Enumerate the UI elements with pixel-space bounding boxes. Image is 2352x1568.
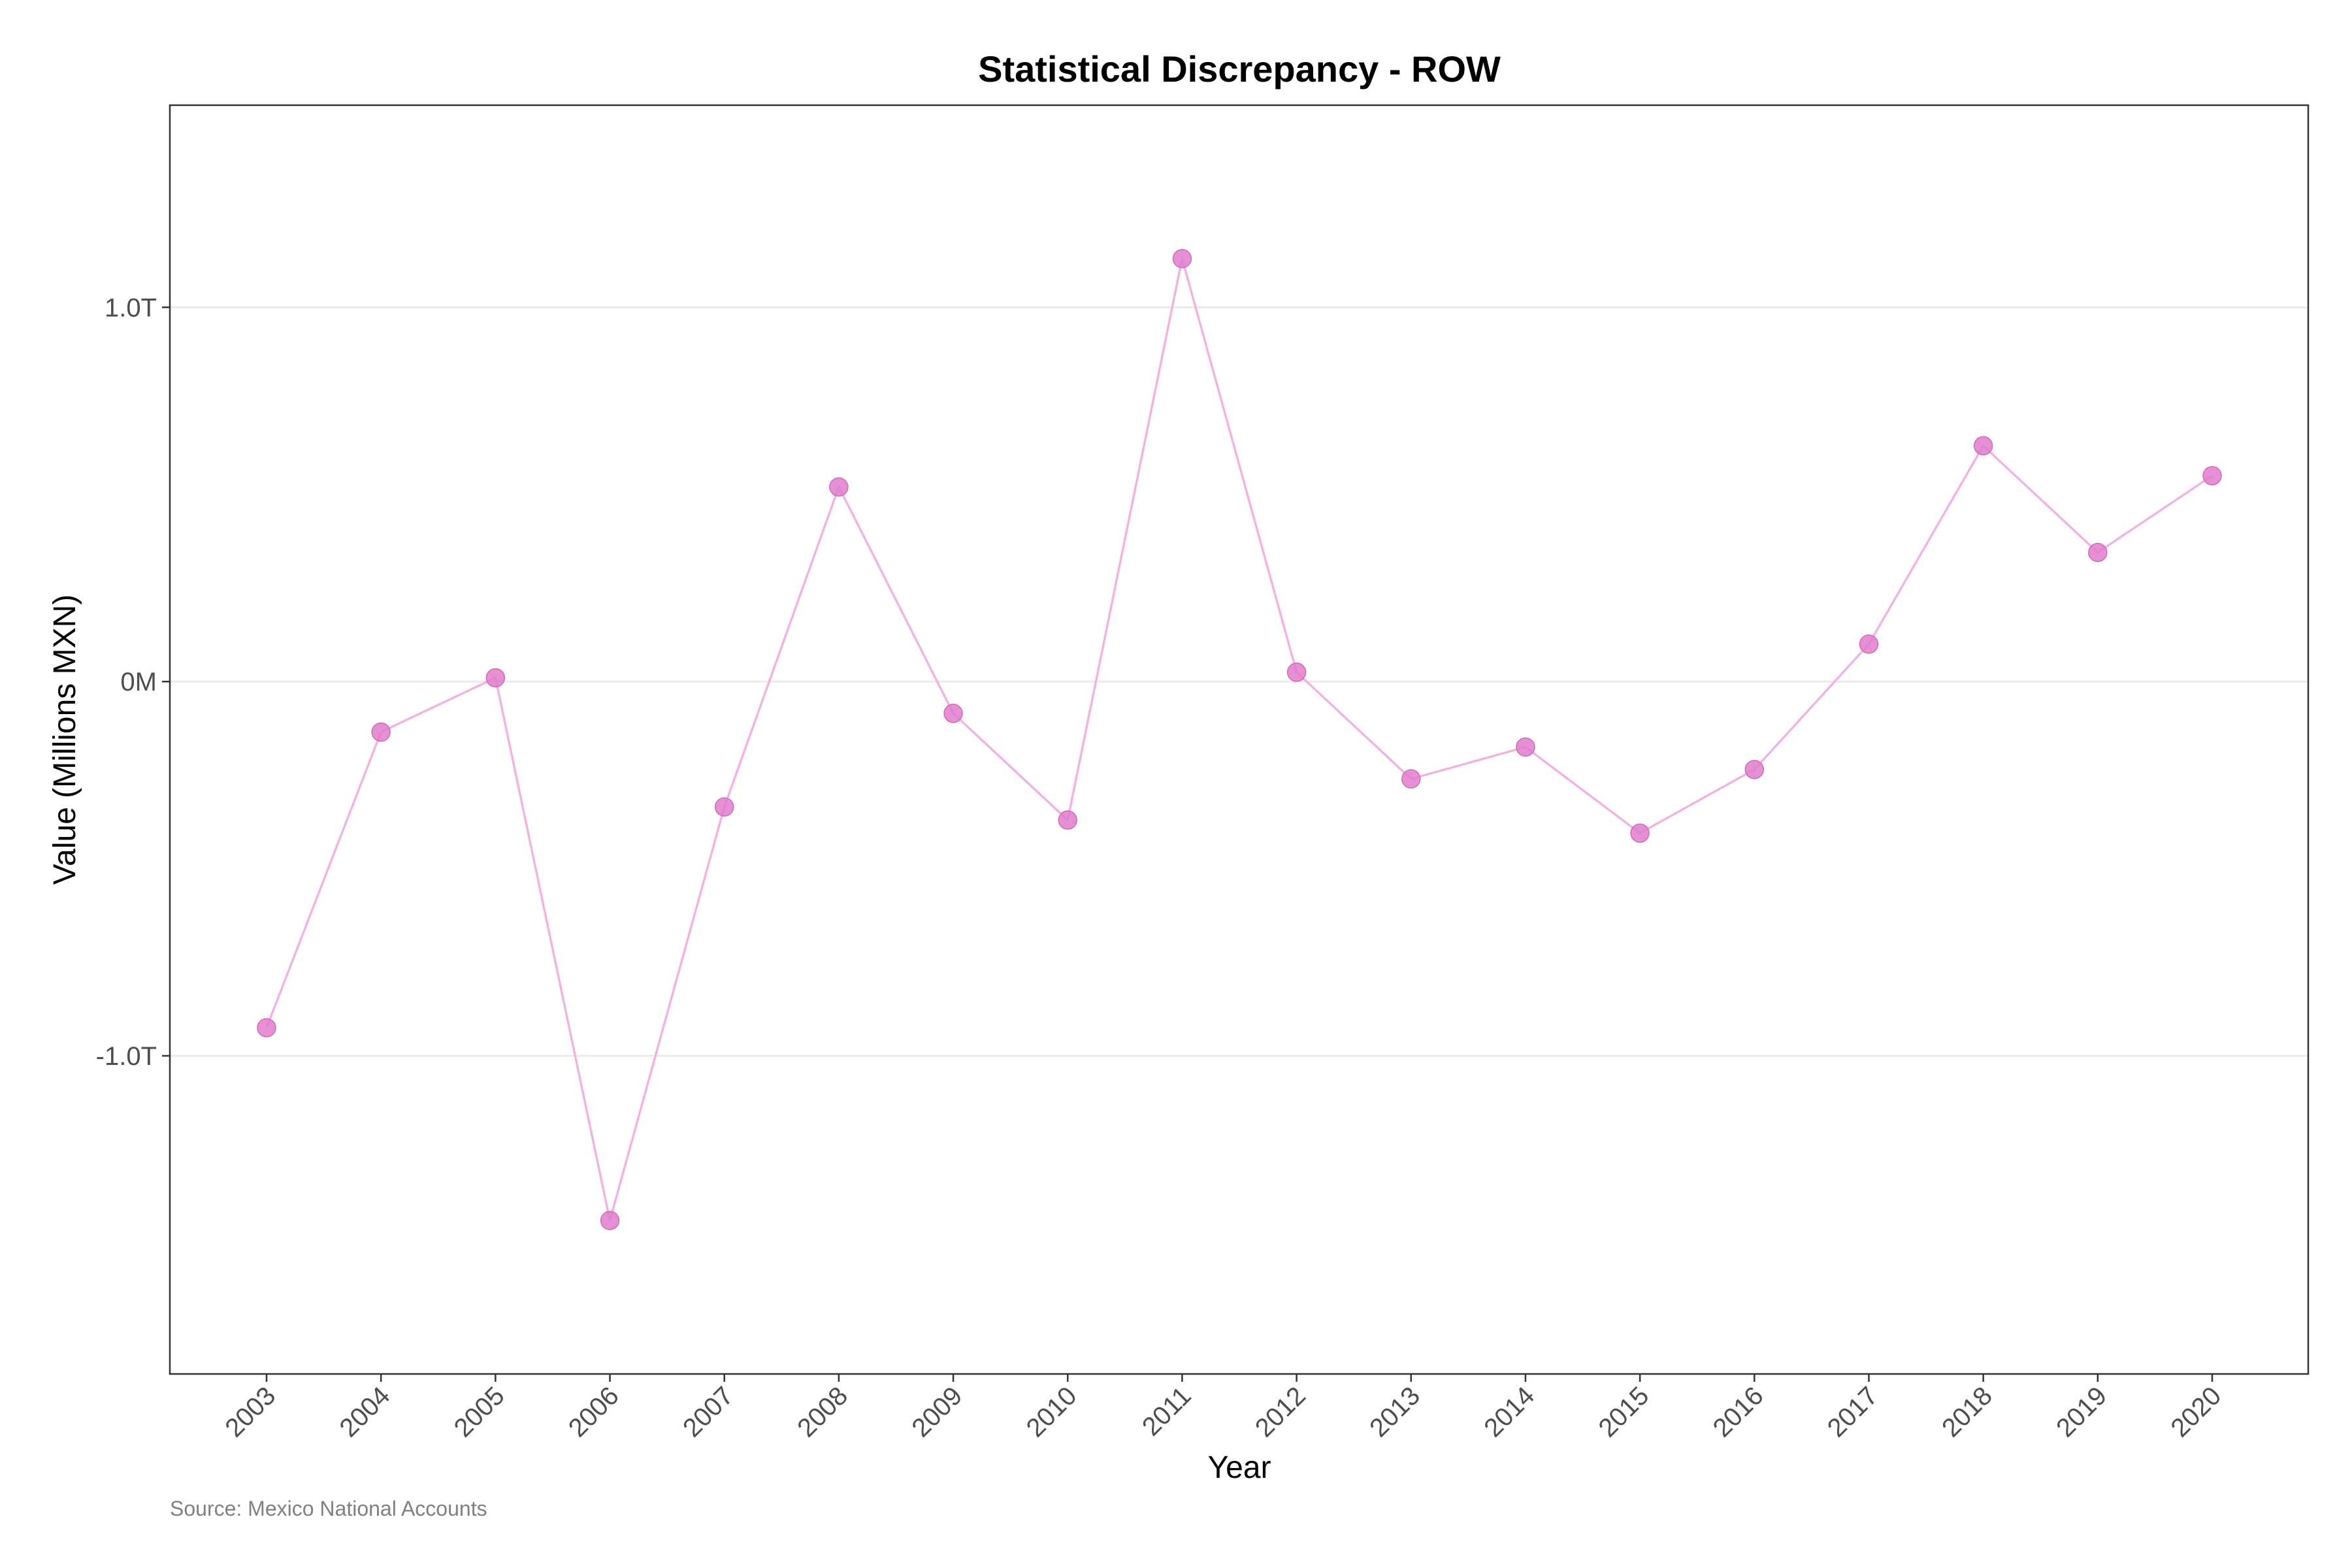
x-tick-label: 2015 xyxy=(1593,1381,1654,1443)
x-tick-label: 2006 xyxy=(563,1381,625,1443)
chart-title: Statistical Discrepancy - ROW xyxy=(978,48,1501,90)
data-point xyxy=(2202,466,2222,485)
x-axis-title: Year xyxy=(1208,1450,1271,1485)
x-tick-label: 2003 xyxy=(220,1381,281,1443)
x-tick-label: 2010 xyxy=(1021,1381,1083,1443)
data-point xyxy=(1286,662,1307,682)
data-point xyxy=(371,722,391,742)
x-tick-label: 2009 xyxy=(906,1381,968,1443)
x-tick-label: 2018 xyxy=(1936,1381,1998,1443)
data-point xyxy=(1401,769,1421,789)
x-tick-label: 2017 xyxy=(1822,1381,1884,1443)
x-tick-label: 2016 xyxy=(1708,1381,1769,1443)
y-axis-title: Value (Millions MXN) xyxy=(48,595,82,885)
y-axis-ticks: 1.0T 0M -1.0T xyxy=(96,293,170,1071)
x-tick-label: 2012 xyxy=(1250,1381,1311,1443)
y-tick-label: 0M xyxy=(120,668,157,696)
x-tick-label: 2020 xyxy=(2165,1381,2227,1443)
data-point xyxy=(1172,249,1192,269)
data-point xyxy=(257,1018,276,1037)
x-tick-label: 2011 xyxy=(1137,1381,1197,1441)
data-point xyxy=(1744,760,1765,779)
plot-panel-border xyxy=(169,104,2310,1375)
x-tick-label: 2019 xyxy=(2051,1381,2112,1443)
x-tick-label: 2004 xyxy=(335,1381,396,1443)
gridlines xyxy=(170,306,2308,1057)
data-point xyxy=(600,1211,620,1230)
data-points xyxy=(257,249,2222,1230)
x-tick-label: 2013 xyxy=(1364,1381,1426,1443)
y-tick-label: 1.0T xyxy=(105,293,157,322)
data-point xyxy=(1973,436,1993,456)
x-tick-label: 2008 xyxy=(792,1381,853,1443)
x-tick-label: 2007 xyxy=(678,1381,739,1443)
x-tick-label: 2005 xyxy=(449,1381,510,1443)
data-point xyxy=(1058,810,1077,830)
x-tick-label: 2014 xyxy=(1478,1381,1540,1443)
data-point xyxy=(1516,737,1535,757)
series-line xyxy=(265,257,2213,1222)
series-line-layer xyxy=(265,257,2213,1222)
data-point xyxy=(2088,542,2108,563)
data-point xyxy=(1859,634,1879,654)
x-axis-ticks: 2003 2004 2005 2006 2007 2008 2009 2010 2011 2012… xyxy=(220,1374,2227,1443)
data-point xyxy=(943,704,963,723)
data-point xyxy=(714,797,734,817)
y-tick-label: -1.0T xyxy=(96,1042,157,1071)
data-point xyxy=(485,668,506,688)
data-point xyxy=(1630,823,1650,843)
source-caption: Source: Mexico National Accounts xyxy=(170,1497,487,1520)
data-point xyxy=(829,477,849,497)
